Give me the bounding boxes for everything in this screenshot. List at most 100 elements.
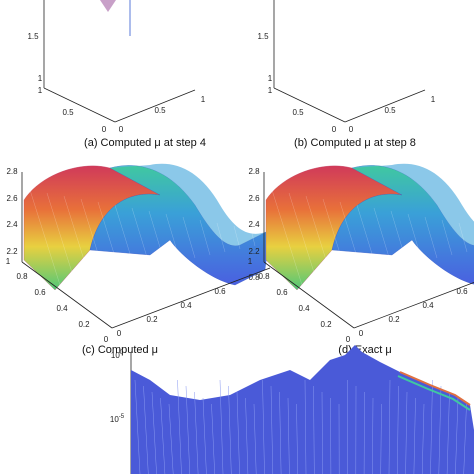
mesh-line bbox=[421, 403, 425, 474]
mesh-line bbox=[199, 219, 211, 256]
mesh-line bbox=[97, 201, 121, 274]
mesh-line bbox=[250, 228, 256, 247]
mesh-line bbox=[455, 397, 459, 474]
mesh-line bbox=[380, 403, 382, 474]
mesh-line bbox=[288, 192, 318, 283]
tick-base: 10 bbox=[110, 415, 119, 424]
tick-label: 0.2 bbox=[388, 315, 400, 324]
tick-label: 0 bbox=[346, 335, 351, 344]
tick-label: 0.4 bbox=[180, 301, 192, 310]
tick-label: 0.5 bbox=[62, 108, 74, 117]
axis-line bbox=[353, 282, 474, 329]
tick-label: 0.5 bbox=[154, 106, 166, 115]
axis-line bbox=[21, 261, 113, 329]
tick-label: 2.6 bbox=[6, 194, 18, 203]
mesh-line bbox=[296, 403, 298, 474]
tick-label: 0.6 bbox=[456, 287, 468, 296]
mesh-line bbox=[216, 222, 226, 253]
axis-line bbox=[263, 261, 355, 329]
mesh-line bbox=[165, 213, 181, 262]
mesh-line bbox=[313, 385, 315, 474]
mesh-line bbox=[63, 195, 91, 280]
tick-label: 10-5 bbox=[110, 414, 125, 425]
mesh-line bbox=[270, 385, 274, 474]
tick-label: 2.4 bbox=[248, 220, 260, 229]
mesh-line bbox=[438, 385, 442, 474]
tick-label: 2.8 bbox=[248, 167, 260, 176]
tick-label: 0.5 bbox=[292, 108, 304, 117]
tick-label: 1.5 bbox=[27, 32, 39, 41]
spike-top bbox=[100, 0, 116, 12]
error-surface bbox=[131, 345, 474, 474]
mesh-line bbox=[458, 222, 468, 253]
mesh-line bbox=[397, 385, 399, 474]
tick-label: 2.2 bbox=[6, 247, 18, 256]
mesh-line bbox=[322, 198, 348, 277]
mesh-line bbox=[463, 403, 467, 474]
tick-label: 2.2 bbox=[248, 247, 260, 256]
tick-label: 1.5 bbox=[257, 32, 269, 41]
tick-label: 2.8 bbox=[6, 167, 18, 176]
mesh-line bbox=[211, 403, 215, 474]
mesh-line bbox=[148, 210, 166, 265]
surface-top bbox=[352, 163, 474, 246]
mesh-line bbox=[134, 379, 141, 474]
mesh-line bbox=[185, 385, 191, 474]
tick-label: 1 bbox=[6, 257, 11, 266]
axis-line bbox=[273, 87, 346, 123]
mesh-line bbox=[304, 379, 307, 474]
mesh-line bbox=[151, 391, 157, 474]
mesh-line bbox=[405, 391, 408, 474]
mesh-line bbox=[356, 204, 378, 271]
mesh-line bbox=[339, 201, 363, 274]
mesh-line bbox=[29, 189, 61, 286]
mesh-line bbox=[233, 225, 241, 250]
mesh-line bbox=[131, 207, 151, 268]
tick-label: 0.6 bbox=[34, 288, 46, 297]
tick-label: 0.4 bbox=[56, 304, 68, 313]
tick-label: 0 bbox=[332, 125, 337, 134]
surface bbox=[23, 163, 271, 291]
tick-label: 0 bbox=[359, 329, 364, 338]
mesh-line bbox=[430, 379, 433, 474]
tick-label: 1 bbox=[248, 257, 253, 266]
tick-label: 1 bbox=[268, 74, 273, 83]
axis-line bbox=[111, 267, 271, 329]
axis-line bbox=[344, 89, 426, 123]
caption: (c) Computed μ bbox=[82, 344, 158, 356]
tick-label: 0 bbox=[349, 125, 354, 134]
tick-label: 0.5 bbox=[384, 106, 396, 115]
mesh-line bbox=[202, 397, 207, 474]
mesh-line bbox=[287, 397, 290, 474]
tick-label: 0 bbox=[104, 335, 109, 344]
tick-label: 0 bbox=[117, 329, 122, 338]
axis-line bbox=[43, 87, 116, 123]
tick-label: 0.2 bbox=[146, 315, 158, 324]
mesh-line bbox=[390, 210, 408, 265]
tick-label: 1 bbox=[268, 86, 273, 95]
tick-label: 0 bbox=[119, 125, 124, 134]
tick-label: 0 bbox=[102, 125, 107, 134]
mesh-line bbox=[262, 379, 265, 474]
mesh-line bbox=[279, 391, 282, 474]
mesh-line bbox=[446, 391, 450, 474]
tick-label: 0.2 bbox=[78, 320, 90, 329]
mesh-line bbox=[46, 192, 76, 283]
tick-base: 10 bbox=[111, 351, 120, 360]
axis-line bbox=[114, 89, 196, 123]
tick-exponent: 0 bbox=[120, 350, 124, 356]
mesh-line bbox=[177, 379, 182, 474]
tick-label: 1 bbox=[431, 95, 436, 104]
mesh-line bbox=[413, 397, 416, 474]
mesh-line bbox=[321, 391, 323, 474]
surface bbox=[265, 163, 474, 291]
error-edge-2 bbox=[397, 375, 471, 411]
mesh-line bbox=[441, 219, 453, 256]
mesh-line bbox=[80, 198, 106, 277]
mesh-line bbox=[236, 391, 240, 474]
tick-label: 0.6 bbox=[276, 288, 288, 297]
mesh-line bbox=[182, 216, 196, 259]
tick-label: 1 bbox=[201, 95, 206, 104]
surface-top bbox=[110, 163, 270, 246]
